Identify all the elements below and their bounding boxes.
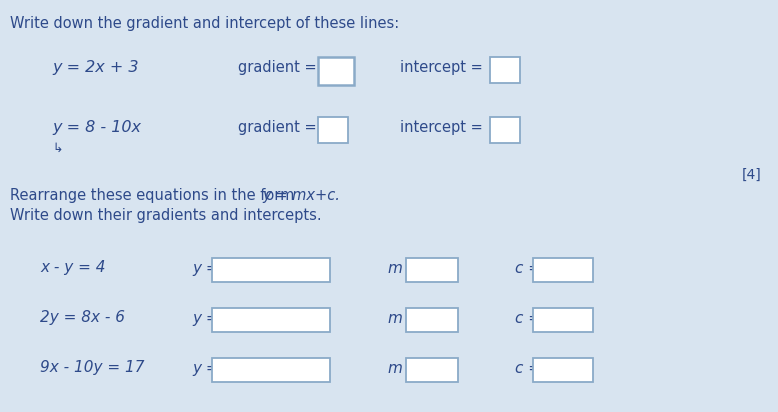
Text: m =: m =	[388, 361, 420, 376]
Text: y =: y =	[192, 361, 219, 376]
Text: [4]: [4]	[742, 168, 762, 182]
FancyBboxPatch shape	[406, 358, 458, 382]
Text: intercept =: intercept =	[400, 60, 483, 75]
Text: m =: m =	[388, 311, 420, 326]
Text: gradient =: gradient =	[238, 60, 317, 75]
Text: gradient =: gradient =	[238, 120, 317, 135]
Text: y =: y =	[192, 311, 219, 326]
Text: x - y = 4: x - y = 4	[40, 260, 106, 275]
FancyBboxPatch shape	[490, 57, 520, 83]
FancyBboxPatch shape	[533, 258, 593, 282]
FancyBboxPatch shape	[318, 117, 348, 143]
Text: m =: m =	[388, 261, 420, 276]
FancyBboxPatch shape	[533, 358, 593, 382]
Text: Write down their gradients and intercepts.: Write down their gradients and intercept…	[10, 208, 321, 223]
Text: Write down the gradient and intercept of these lines:: Write down the gradient and intercept of…	[10, 16, 399, 31]
Text: c =: c =	[515, 361, 541, 376]
Text: c =: c =	[515, 261, 541, 276]
Text: y =: y =	[192, 261, 219, 276]
FancyBboxPatch shape	[212, 358, 330, 382]
FancyBboxPatch shape	[318, 57, 354, 85]
Text: intercept =: intercept =	[400, 120, 483, 135]
FancyBboxPatch shape	[212, 308, 330, 332]
Text: c =: c =	[515, 311, 541, 326]
Text: y = mx+c.: y = mx+c.	[262, 188, 340, 203]
Text: y = 8 - 10x: y = 8 - 10x	[52, 120, 141, 135]
FancyBboxPatch shape	[406, 258, 458, 282]
Text: Rearrange these equations in the form: Rearrange these equations in the form	[10, 188, 299, 203]
Text: ↳: ↳	[52, 142, 62, 155]
FancyBboxPatch shape	[533, 308, 593, 332]
FancyBboxPatch shape	[490, 117, 520, 143]
Text: y = 2x + 3: y = 2x + 3	[52, 60, 138, 75]
Text: 9x - 10y = 17: 9x - 10y = 17	[40, 360, 145, 375]
FancyBboxPatch shape	[212, 258, 330, 282]
Text: 2y = 8x - 6: 2y = 8x - 6	[40, 310, 125, 325]
FancyBboxPatch shape	[406, 308, 458, 332]
